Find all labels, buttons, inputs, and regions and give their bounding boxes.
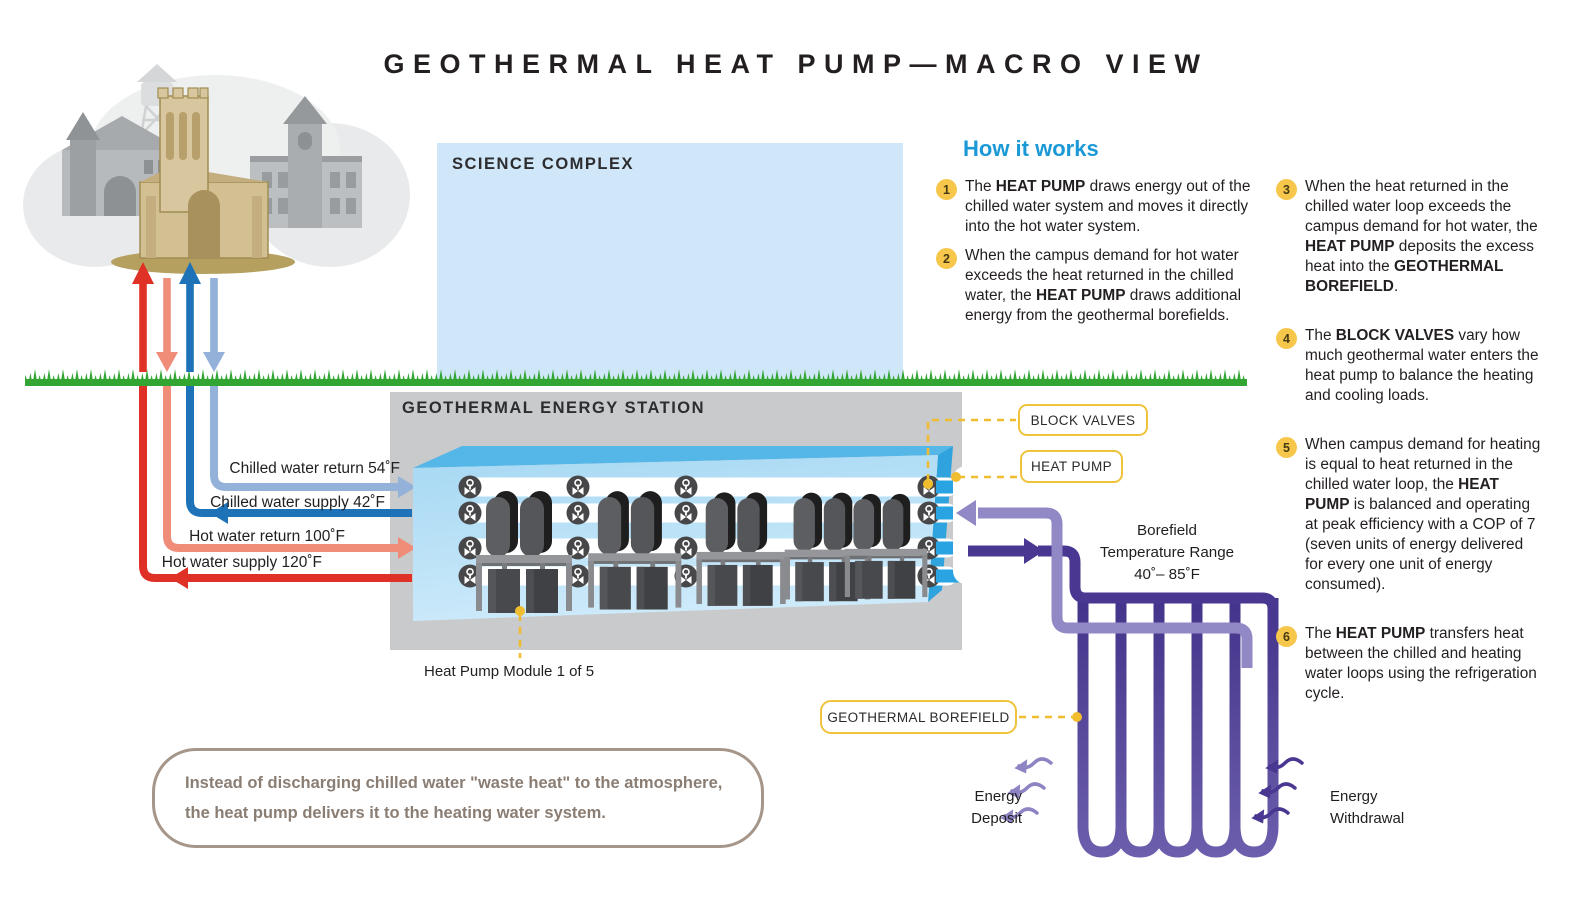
campus-water-pipes <box>132 262 416 589</box>
step-5-badge: 5 <box>1276 437 1297 458</box>
geothermal-borefield-callout: GEOTHERMAL BOREFIELD <box>820 700 1017 734</box>
energy-deposit-label: Energy Deposit <box>971 788 1022 827</box>
step-2-badge: 2 <box>936 248 957 269</box>
chilled-water-return-label: Chilled water return 54˚F <box>229 460 400 477</box>
science-complex-block <box>437 143 903 379</box>
grass-strip <box>25 368 1247 386</box>
step-5-text: When campus demand for heating is equal … <box>1305 436 1541 593</box>
heat-pump-module-label: Heat Pump Module 1 of 5 <box>424 663 595 680</box>
heat-pump-callout: HEAT PUMP <box>1020 450 1123 483</box>
energy-withdrawal-label: Energy Withdrawal <box>1330 788 1405 827</box>
borefield-piping <box>956 500 1279 858</box>
chilled-water-supply-label: Chilled water supply 42˚F <box>210 494 385 511</box>
summary-note: Instead of discharging chilled water "wa… <box>152 748 764 848</box>
step-4-badge: 4 <box>1276 328 1297 349</box>
callout-connectors <box>518 418 1072 719</box>
chapel-illustration <box>111 87 295 274</box>
page-title: GEOTHERMAL HEAT PUMP—MACRO VIEW <box>383 49 1209 79</box>
step-4-text: The BLOCK VALVES vary how much geotherma… <box>1305 327 1539 404</box>
block-valves-callout: BLOCK VALVES <box>1018 404 1148 436</box>
step-3-badge: 3 <box>1276 179 1297 200</box>
hot-water-return-label: Hot water return 100˚F <box>189 528 345 545</box>
science-complex-label: SCIENCE COMPLEX <box>452 155 635 173</box>
step-2-text: When the campus demand for hot water exc… <box>965 247 1242 324</box>
step-6-badge: 6 <box>1276 626 1297 647</box>
step-1-badge: 1 <box>936 179 957 200</box>
how-it-works-heading: How it works <box>963 136 1099 161</box>
station-label: GEOTHERMAL ENERGY STATION <box>402 399 706 417</box>
step-1-text: The HEAT PUMP draws energy out of the ch… <box>965 178 1251 235</box>
hot-water-supply-label: Hot water supply 120˚F <box>161 554 322 571</box>
step-6-text: The HEAT PUMP transfers heat between the… <box>1305 625 1537 702</box>
borefield-temperature-label: Borefield Temperature Range 40˚– 85˚F <box>1099 522 1235 583</box>
callout-dots <box>515 472 1082 722</box>
step-3-text: When the heat returned in the chilled wa… <box>1305 178 1538 295</box>
campus-illustration <box>23 64 410 274</box>
